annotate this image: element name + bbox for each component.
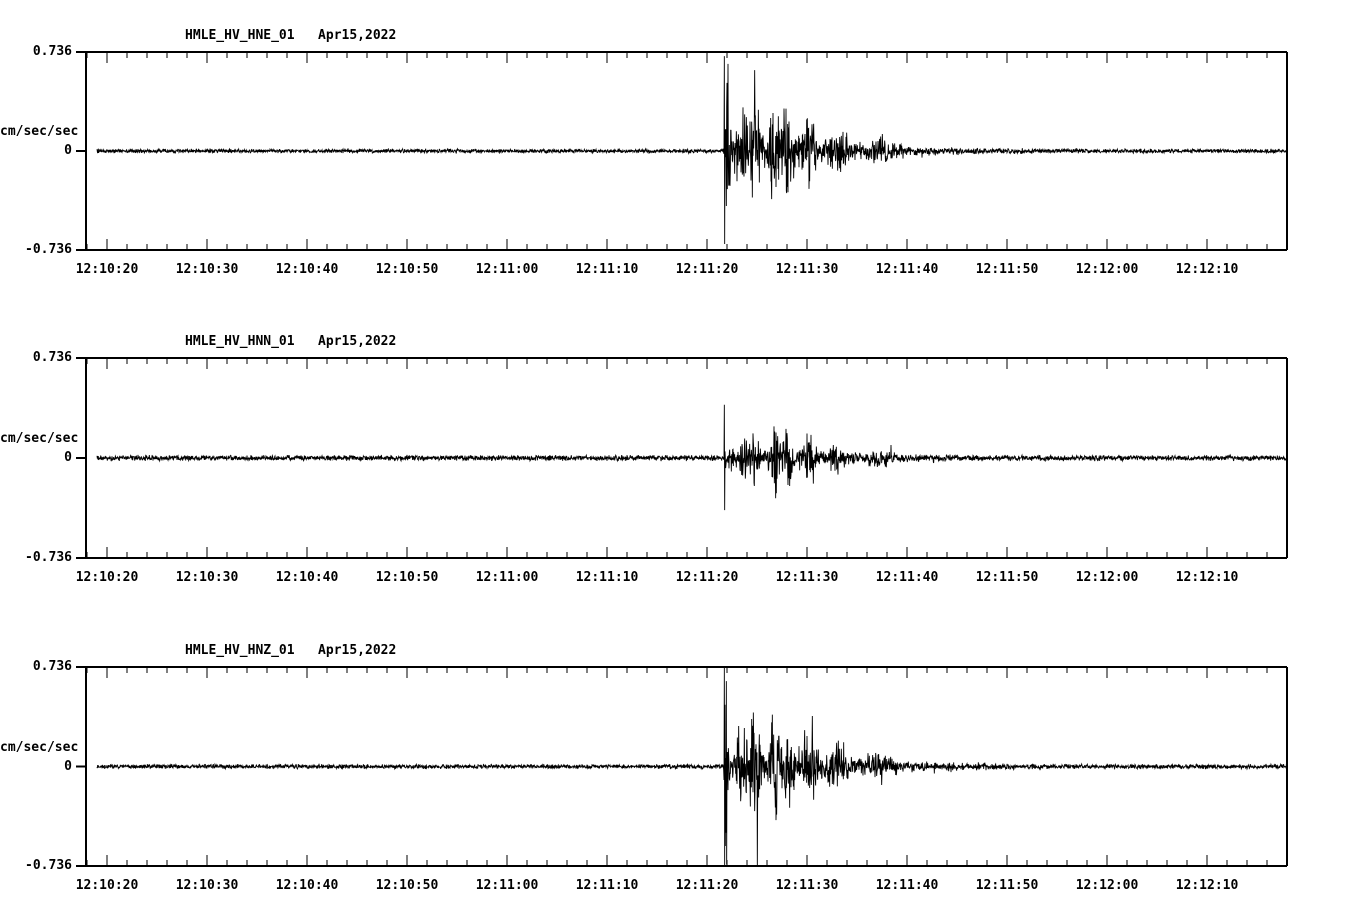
y-axis-zero-label-hne: 0 (64, 143, 72, 158)
x-axis-tick-label-hne-0: 12:10:20 (75, 262, 139, 277)
x-axis-tick-label-hne-2: 12:10:40 (275, 262, 339, 277)
x-axis-tick-label-hne-5: 12:11:10 (575, 262, 639, 277)
x-axis-tick-label-hne-3: 12:10:50 (375, 262, 439, 277)
x-axis-tick-label-hnn-2: 12:10:40 (275, 570, 339, 585)
x-axis-tick-label-hnn-1: 12:10:30 (175, 570, 239, 585)
y-axis-unit-label-hne: cm/sec/sec (0, 124, 79, 139)
x-axis-tick-label-hnz-9: 12:11:50 (975, 878, 1039, 893)
x-axis-tick-label-hne-11: 12:12:10 (1175, 262, 1239, 277)
x-axis-tick-label-hnz-11: 12:12:10 (1175, 878, 1239, 893)
panel-title-hnz: HMLE_HV_HNZ_01 Apr15,2022 (185, 643, 397, 658)
x-axis-tick-label-hnn-5: 12:11:10 (575, 570, 639, 585)
x-axis-tick-label-hnz-7: 12:11:30 (775, 878, 839, 893)
x-axis-tick-label-hnz-4: 12:11:00 (475, 878, 539, 893)
x-axis-tick-label-hnn-0: 12:10:20 (75, 570, 139, 585)
x-axis-tick-label-hnn-9: 12:11:50 (975, 570, 1039, 585)
x-axis-tick-label-hnz-0: 12:10:20 (75, 878, 139, 893)
y-axis-min-label-hne: -0.736 (25, 242, 72, 257)
y-axis-max-label-hne: 0.736 (32, 44, 72, 59)
x-axis-tick-label-hne-6: 12:11:20 (675, 262, 739, 277)
x-axis-tick-label-hnz-1: 12:10:30 (175, 878, 239, 893)
y-axis-min-label-hnz: -0.736 (25, 858, 72, 873)
x-axis-tick-label-hnn-11: 12:12:10 (1175, 570, 1239, 585)
x-axis-tick-label-hnn-4: 12:11:00 (475, 570, 539, 585)
x-axis-tick-label-hne-8: 12:11:40 (875, 262, 939, 277)
panel-title-hnn: HMLE_HV_HNN_01 Apr15,2022 (185, 334, 397, 349)
x-axis-tick-label-hne-9: 12:11:50 (975, 262, 1039, 277)
x-axis-tick-label-hne-7: 12:11:30 (775, 262, 839, 277)
x-axis-tick-label-hnn-3: 12:10:50 (375, 570, 439, 585)
x-axis-tick-label-hnz-10: 12:12:00 (1075, 878, 1139, 893)
x-axis-tick-label-hne-4: 12:11:00 (475, 262, 539, 277)
x-axis-tick-label-hnn-7: 12:11:30 (775, 570, 839, 585)
x-axis-tick-label-hnn-10: 12:12:00 (1075, 570, 1139, 585)
x-axis-tick-label-hnz-5: 12:11:10 (575, 878, 639, 893)
x-axis-tick-label-hne-1: 12:10:30 (175, 262, 239, 277)
y-axis-max-label-hnn: 0.736 (32, 350, 72, 365)
x-axis-tick-label-hnz-3: 12:10:50 (375, 878, 439, 893)
y-axis-zero-label-hnn: 0 (64, 450, 72, 465)
x-axis-tick-label-hnn-6: 12:11:20 (675, 570, 739, 585)
y-axis-unit-label-hnz: cm/sec/sec (0, 739, 79, 755)
x-axis-tick-label-hnn-8: 12:11:40 (875, 570, 939, 585)
x-axis-tick-label-hnz-6: 12:11:20 (675, 878, 739, 893)
y-axis-zero-label-hnz: 0 (64, 758, 72, 774)
x-axis-tick-label-hnz-2: 12:10:40 (275, 878, 339, 893)
y-axis-max-label-hnz: 0.736 (32, 659, 72, 674)
y-axis-unit-label-hnn: cm/sec/sec (0, 431, 79, 446)
x-axis-tick-label-hne-10: 12:12:00 (1075, 262, 1139, 277)
x-axis-tick-label-hnz-8: 12:11:40 (875, 878, 939, 893)
panel-title-hne: HMLE_HV_HNE_01 Apr15,2022 (185, 28, 397, 43)
y-axis-min-label-hnn: -0.736 (25, 550, 72, 565)
